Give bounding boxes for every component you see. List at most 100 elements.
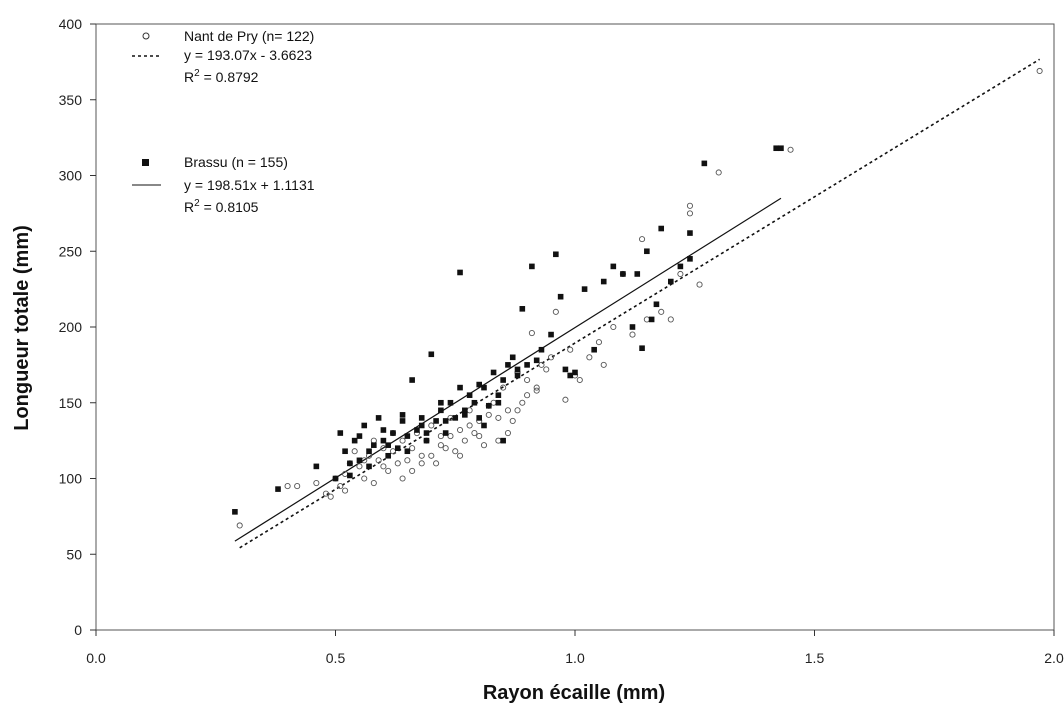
legend-equation-brassu: y = 198.51x + 1.1131 (184, 177, 315, 193)
data-point-brassu (414, 427, 420, 433)
data-point-nant-de-pry (447, 433, 454, 440)
data-point-nant-de-pry (552, 308, 559, 315)
y-tick-label: 400 (59, 16, 83, 32)
data-point-nant-de-pry (399, 437, 406, 444)
data-point-brassu (457, 384, 463, 391)
data-point-nant-de-pry (409, 445, 416, 452)
data-point-nant-de-pry (610, 323, 617, 331)
legend-equation-nant-de-pry: y = 193.07x - 3.6623 (184, 47, 312, 63)
data-point-brassu (500, 437, 506, 444)
data-point-nant-de-pry (495, 437, 502, 444)
data-point-brassu (629, 324, 636, 330)
legend-marker-brassu (142, 159, 149, 166)
data-point-brassu (356, 433, 363, 439)
data-point-brassu (385, 442, 391, 448)
trendline-nant-de-pry (239, 58, 1041, 549)
data-point-brassu (519, 306, 526, 312)
data-point-brassu (418, 415, 425, 421)
data-point-brassu (347, 460, 353, 467)
data-point-brassu (481, 384, 487, 391)
data-point-nant-de-pry (715, 169, 722, 176)
data-point-nant-de-pry (548, 354, 555, 361)
data-point-brassu (394, 445, 401, 451)
data-point-nant-de-pry (514, 407, 521, 414)
data-point-brassu (476, 415, 482, 421)
data-point-nant-de-pry (543, 366, 550, 373)
data-point-brassu (423, 437, 430, 444)
legend-r2-nant-de-pry: R2 = 0.8792 (184, 68, 259, 85)
data-point-brassu (514, 372, 521, 379)
data-point-brassu (548, 331, 554, 338)
data-point-nant-de-pry (562, 396, 569, 403)
data-point-nant-de-pry (667, 316, 674, 323)
data-point-nant-de-pry (442, 445, 449, 452)
data-point-nant-de-pry (643, 316, 650, 323)
data-point-nant-de-pry (567, 346, 574, 353)
data-point-brassu (409, 377, 415, 383)
y-tick-label: 150 (59, 395, 83, 411)
data-point-nant-de-pry (504, 407, 511, 414)
data-point-brassu (500, 377, 506, 383)
data-point-nant-de-pry (404, 457, 411, 464)
data-point-brassu (509, 354, 516, 361)
legend-r2-brassu: R2 = 0.8105 (184, 198, 259, 215)
data-point-nant-de-pry (485, 411, 492, 418)
data-point-nant-de-pry (418, 452, 425, 459)
data-point-brassu (514, 366, 521, 373)
data-point-brassu (490, 369, 497, 376)
data-point-brassu (337, 430, 344, 436)
data-point-nant-de-pry (456, 452, 464, 459)
data-point-nant-de-pry (528, 330, 535, 337)
data-point-brassu (342, 448, 348, 455)
data-point-brassu (442, 430, 449, 436)
data-point-nant-de-pry (356, 463, 363, 470)
data-point-nant-de-pry (480, 442, 488, 449)
data-point-nant-de-pry (327, 493, 334, 500)
legend-label-nant-de-pry: Nant de Pry (n= 122) (184, 28, 314, 44)
data-point-nant-de-pry (351, 448, 358, 455)
trendline-brassu (234, 197, 782, 542)
data-point-nant-de-pry (658, 308, 665, 315)
data-point-nant-de-pry (677, 270, 684, 278)
data-point-nant-de-pry (466, 407, 473, 414)
data-point-nant-de-pry (394, 460, 401, 467)
data-point-nant-de-pry (461, 437, 468, 444)
data-point-brassu (668, 278, 674, 285)
data-point-brassu (380, 427, 387, 433)
data-point-nant-de-pry (476, 433, 483, 440)
data-point-nant-de-pry (428, 452, 435, 459)
data-point-nant-de-pry (495, 414, 502, 421)
data-point-brassu (639, 345, 645, 352)
data-point-brassu (634, 271, 641, 277)
data-point-brassu (399, 418, 406, 424)
data-point-nant-de-pry (375, 457, 382, 464)
data-point-brassu (572, 369, 578, 376)
data-point-nant-de-pry (322, 490, 329, 497)
data-point-nant-de-pry (586, 354, 593, 361)
data-point-nant-de-pry (1036, 67, 1043, 75)
data-point-brassu (495, 399, 502, 406)
data-point-brassu (529, 263, 535, 270)
data-point-brassu (423, 430, 430, 436)
y-tick-label: 300 (59, 168, 83, 184)
data-point-nant-de-pry (504, 429, 511, 437)
y-tick-label: 100 (59, 471, 83, 487)
data-point-brassu (438, 399, 444, 406)
data-point-brassu (553, 251, 559, 258)
data-point-brassu (658, 225, 665, 232)
data-point-brassu (533, 357, 540, 364)
data-point-nant-de-pry (696, 281, 703, 288)
data-point-brassu (428, 351, 435, 358)
data-point-brassu (418, 422, 425, 429)
y-tick-label: 250 (59, 243, 83, 259)
data-point-brassu (366, 463, 372, 470)
data-point-nant-de-pry (370, 479, 377, 487)
data-point-brassu (442, 418, 449, 424)
data-point-brassu (644, 248, 650, 255)
data-point-brassu (380, 437, 387, 444)
data-point-nant-de-pry (385, 467, 392, 474)
data-point-nant-de-pry (409, 467, 416, 474)
data-point-brassu (557, 293, 564, 300)
data-point-brassu (433, 418, 439, 424)
